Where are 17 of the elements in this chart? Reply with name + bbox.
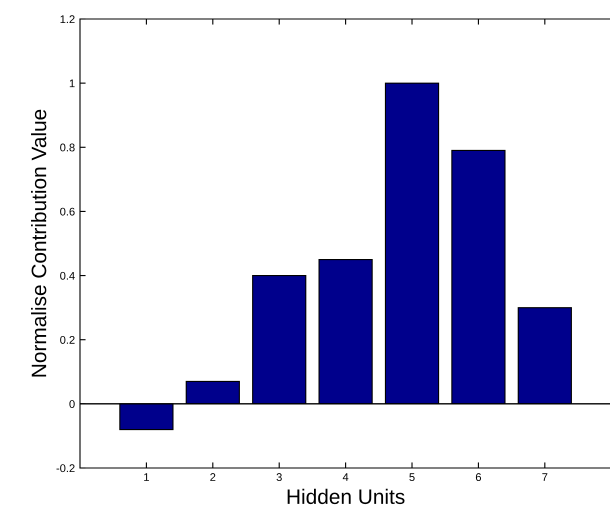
y-tick-label: 0.6	[60, 208, 75, 216]
y-tick-label: 1	[70, 80, 75, 88]
y-tick-label: 0.4	[60, 272, 75, 280]
y-tick-label: 0	[69, 400, 75, 408]
x-tick-label: 1	[144, 473, 149, 481]
x-tick-label: 2	[210, 473, 216, 481]
x-axis-title: Hidden Units	[288, 488, 404, 504]
y-tick-label: 0.8	[60, 144, 75, 152]
y-tick-label: -0.2	[56, 464, 75, 472]
y-axis-title: Normalise Contribution Value	[31, 110, 46, 376]
y-tick-label: 0.2	[60, 336, 75, 344]
x-tick-label: 3	[276, 473, 282, 482]
x-tick-label: 7	[542, 473, 548, 481]
x-tick-label: 4	[342, 473, 348, 481]
x-tick-label: 6	[476, 473, 482, 482]
y-tick-label: 1.2	[60, 15, 75, 24]
x-tick-label: 5	[409, 473, 415, 482]
